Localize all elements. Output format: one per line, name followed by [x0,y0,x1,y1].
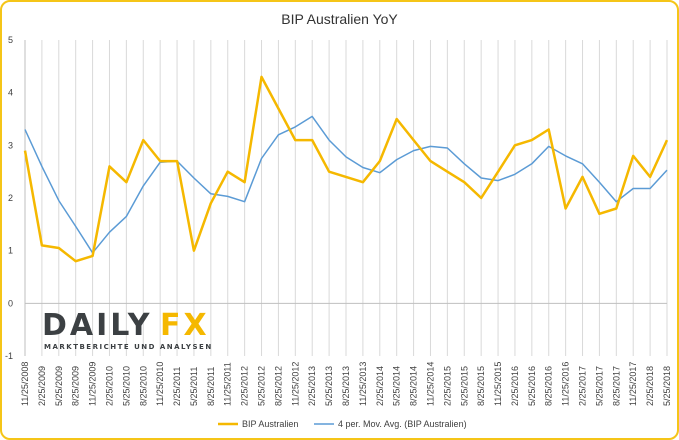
x-tick-label: 8/25/2010 [138,366,148,406]
x-tick-label: 5/25/2011 [189,367,199,406]
x-tick-label: 2/25/2014 [375,366,385,406]
x-tick-label: 11/25/2017 [628,362,638,406]
logo-fx: FX [160,308,210,343]
x-tick-label: 8/25/2017 [611,366,621,406]
x-tick-label: 11/25/2011 [223,362,233,406]
axes [24,40,667,356]
x-tick-label: 11/25/2014 [425,362,435,406]
x-tick-label: 2/25/2009 [37,366,47,406]
x-axis-ticks: 11/25/2008 2/25/2009 5/25/2009 8/25/2009 11/… [20,362,672,406]
x-tick-label: 8/25/2012 [273,366,283,406]
x-tick-label: 2/25/2013 [307,366,317,406]
x-tick-label: 11/25/2016 [561,362,571,406]
logo-daily: DAILY [42,308,152,343]
x-tick-label: 8/25/2014 [409,366,419,406]
x-tick-label: 8/25/2011 [206,367,216,406]
logo-tagline: MARKTBERICHTE UND ANALYSEN [44,343,213,351]
series-line-moving-average [24,115,668,254]
y-tick-label: 4 [8,88,13,98]
x-tick-label: 11/25/2012 [290,362,300,406]
y-tick-label: 2 [8,193,13,203]
x-tick-label: 5/25/2009 [54,366,64,406]
x-tick-label: 8/25/2016 [544,366,554,406]
x-tick-label: 5/25/2018 [662,366,672,406]
y-tick-label: 5 [8,35,13,45]
chart-title: BIP Australien YoY [281,11,398,27]
x-tick-label: 2/25/2016 [510,366,520,406]
y-tick-label: -1 [5,351,13,361]
x-tick-label: 5/25/2013 [324,366,334,406]
x-tick-label: 8/25/2013 [341,366,351,406]
x-tick-label: 5/25/2012 [257,366,267,406]
x-tick-label: 5/25/2010 [121,366,131,406]
y-tick-label: 3 [8,140,13,150]
x-tick-label: 11/25/2015 [493,362,503,406]
x-tick-label: 2/25/2017 [578,366,588,406]
x-tick-label: 5/25/2016 [527,366,537,406]
legend: BIP Australien 4 per. Mov. Avg. (BIP Aust… [218,419,467,429]
x-tick-label: 11/25/2013 [358,362,368,406]
y-tick-label: 0 [8,298,13,308]
series-lines [23,75,669,263]
x-tick-label: 11/25/2008 [20,362,30,406]
x-tick-label: 2/25/2015 [442,366,452,406]
x-tick-label: 11/25/2010 [155,362,165,406]
x-tick-label: 5/25/2017 [594,366,604,406]
y-axis-ticks: -1 0 1 2 3 4 5 [5,35,13,361]
x-tick-label: 8/25/2015 [476,366,486,406]
series-line-bip [23,75,669,263]
y-tick-label: 1 [8,246,13,256]
x-tick-label: 5/25/2014 [392,366,402,406]
x-tick-label: 2/25/2018 [645,366,655,406]
x-tick-label: 5/25/2015 [459,366,469,406]
x-tick-label: 8/25/2009 [71,366,81,406]
legend-label-bip: BIP Australien [242,419,298,429]
x-tick-label: 2/25/2010 [104,366,114,406]
x-tick-label: 2/25/2012 [240,366,250,406]
x-tick-label: 11/25/2009 [88,362,98,406]
x-tick-label: 2/25/2011 [172,367,182,406]
legend-label-moving-average: 4 per. Mov. Avg. (BIP Australien) [338,419,467,429]
